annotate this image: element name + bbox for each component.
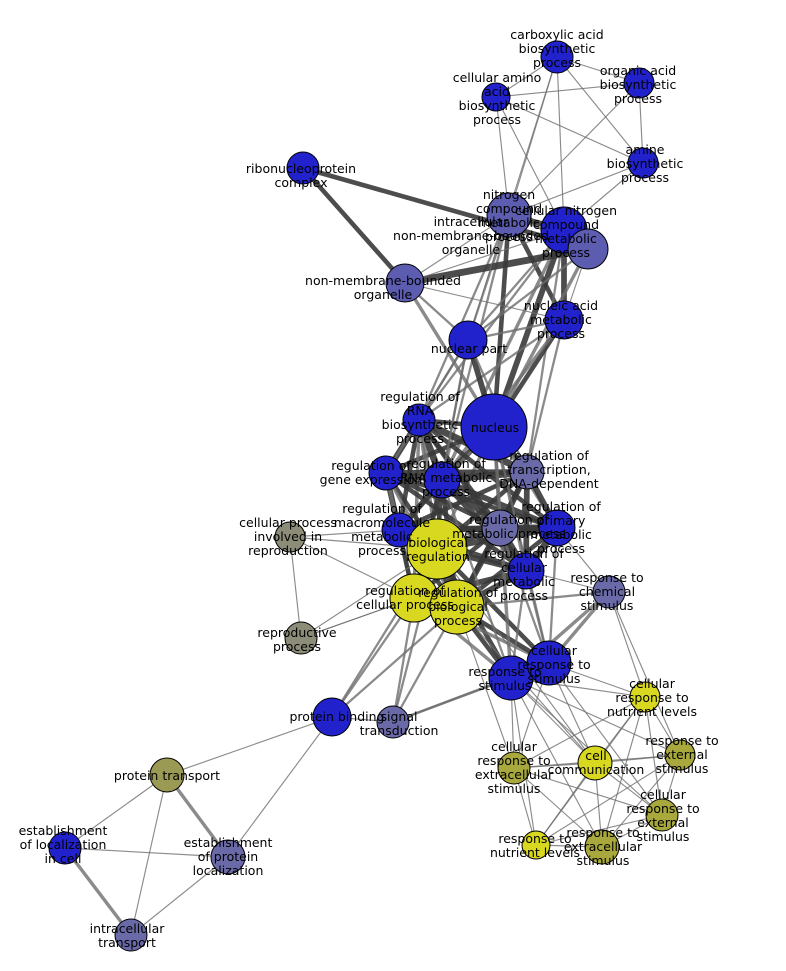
network-edge: [601, 754, 681, 848]
network-edge: [498, 526, 551, 665]
network-edge: [495, 82, 640, 98]
network-edge: [456, 606, 515, 769]
network-edge: [440, 338, 470, 482]
network-node-establishment-of-protein-localization[interactable]: [210, 839, 246, 875]
network-node-response-to-stimulus[interactable]: [488, 655, 534, 701]
network-edge: [166, 716, 333, 776]
network-node-regulation-of-primary-metabolic-process[interactable]: [538, 509, 576, 547]
edge-layer: [63, 56, 681, 937]
network-node-cellular-response-to-external-stimulus[interactable]: [645, 798, 679, 832]
network-node-carboxylic-acid-biosynthetic-process[interactable]: [540, 40, 574, 74]
network-edge: [525, 318, 566, 474]
network-edge: [510, 677, 646, 698]
network-node-nucleus[interactable]: [460, 393, 528, 461]
network-edge: [300, 165, 591, 252]
network-node-nucleic-acid-metabolic-process[interactable]: [544, 300, 584, 340]
network-node-organic-acid-biosynthetic-process[interactable]: [623, 67, 655, 99]
network-edge: [63, 846, 133, 937]
network-edge: [130, 774, 168, 936]
network-node-intracellular-non-membrane-bounded-organelle[interactable]: [567, 228, 609, 270]
network-edge: [491, 212, 512, 430]
network-edge: [495, 96, 644, 164]
network-edge: [466, 247, 590, 342]
network-node-cellular-response-to-extracellular-stimulus[interactable]: [497, 751, 531, 785]
network-node-cellular-process-involved-in-reproduction[interactable]: [274, 521, 306, 553]
network-edge: [513, 696, 646, 769]
network-edge: [508, 82, 640, 216]
network-node-response-to-external-stimulus[interactable]: [664, 739, 696, 771]
network-edge: [608, 591, 646, 698]
network-edge: [513, 767, 603, 848]
network-edge: [330, 605, 459, 719]
network-edge: [404, 282, 565, 321]
network-edge: [417, 213, 511, 422]
network-edge: [227, 716, 333, 858]
network-node-nuclear-part[interactable]: [448, 320, 488, 360]
network-node-response-to-nutrient-levels[interactable]: [521, 830, 551, 860]
network-edge: [492, 425, 513, 680]
network-node-non-membrane-bounded-organelle[interactable]: [385, 263, 425, 303]
network-node-protein-transport[interactable]: [149, 757, 185, 793]
network-edge: [417, 228, 566, 422]
network-edge: [495, 96, 565, 231]
network-edge: [548, 662, 663, 816]
network-edge: [289, 536, 302, 639]
network-edge: [601, 696, 646, 848]
network-edge: [289, 529, 400, 538]
network-edge: [492, 247, 590, 429]
network-edge: [64, 774, 168, 849]
network-node-nitrogen-compound-metabolic-process[interactable]: [486, 192, 532, 238]
network-edge: [300, 165, 408, 286]
network-edge: [513, 767, 663, 816]
network-node-response-to-chemical-stimulus[interactable]: [592, 575, 626, 609]
network-edge: [383, 470, 560, 531]
node-layer[interactable]: [48, 40, 696, 952]
network-node-cellular-response-to-stimulus[interactable]: [526, 640, 572, 686]
network-edge: [508, 162, 644, 216]
network-node-response-to-extracellular-stimulus[interactable]: [584, 829, 620, 865]
network-edge: [535, 754, 681, 846]
network-node-protein-binding[interactable]: [312, 697, 352, 737]
network-node-establishment-of-localization-in-cell[interactable]: [48, 831, 82, 865]
network-node-intracellular-transport[interactable]: [114, 918, 148, 952]
network-edge: [466, 228, 566, 342]
network-node-amine-biosynthetic-process[interactable]: [627, 147, 659, 179]
network-edge: [556, 56, 644, 164]
network-edge: [404, 229, 565, 284]
network-node-signal-transduction[interactable]: [376, 705, 410, 739]
network-edge: [644, 696, 663, 816]
network-node-reproductive-process[interactable]: [284, 621, 318, 655]
network-edge: [440, 478, 513, 680]
network-edge: [130, 856, 229, 936]
network-node-cellular-amino-acid-biosynthetic-process[interactable]: [481, 82, 511, 112]
network-edge: [510, 677, 603, 848]
network-node-regulation-of-gene-expression[interactable]: [368, 455, 404, 491]
network-node-regulation-of-transcription-dna-dependent[interactable]: [509, 454, 545, 490]
network-node-regulation-of-rna-biosynthetic-process[interactable]: [402, 403, 436, 437]
network-node-ribonucleoprotein-complex[interactable]: [286, 151, 320, 185]
network-edge: [383, 470, 503, 531]
network-edge: [608, 591, 681, 756]
network-node-regulation-of-biological-process[interactable]: [429, 579, 485, 635]
network-edge: [547, 526, 559, 665]
network-edge: [401, 245, 592, 287]
network-node-cell-communication[interactable]: [577, 745, 613, 781]
network-node-cellular-response-to-nutrient-levels[interactable]: [629, 681, 661, 713]
network-edge: [64, 847, 229, 858]
network-node-biological-regulation[interactable]: [406, 518, 468, 580]
network-node-regulation-of-cellular-metabolic-process[interactable]: [507, 552, 545, 590]
network-node-regulation-of-metabolic-process[interactable]: [481, 509, 519, 547]
network-edge: [556, 56, 565, 231]
network-node-regulation-of-rna-metabolic-process[interactable]: [423, 461, 461, 499]
